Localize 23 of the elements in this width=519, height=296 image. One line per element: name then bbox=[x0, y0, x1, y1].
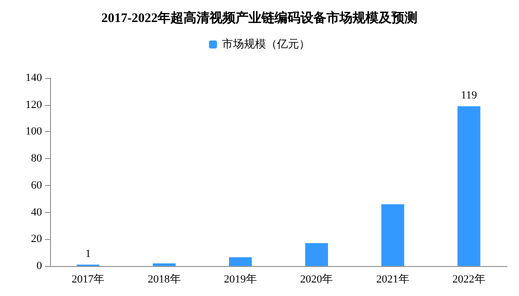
y-tick-label: 120 bbox=[26, 98, 42, 111]
bar bbox=[457, 106, 480, 266]
bar bbox=[381, 204, 404, 266]
data-label: 1 bbox=[85, 248, 91, 260]
x-tick-label: 2019年 bbox=[224, 274, 257, 286]
chart-title: 2017-2022年超高清视频产业链编码设备市场规模及预测 bbox=[101, 10, 418, 25]
bar bbox=[152, 263, 176, 266]
y-tick-label: 0 bbox=[36, 260, 42, 272]
bar bbox=[305, 243, 328, 266]
y-tick-label: 40 bbox=[31, 206, 42, 218]
x-tick-label: 2021年 bbox=[376, 274, 410, 286]
y-tick-label: 20 bbox=[31, 233, 42, 246]
data-label: 119 bbox=[460, 90, 478, 102]
legend-label: 市场规模（亿元） bbox=[222, 38, 310, 50]
y-tick-label: 80 bbox=[31, 152, 42, 165]
x-tick-label: 2018年 bbox=[148, 274, 181, 286]
x-tick-label: 2020年 bbox=[300, 274, 334, 286]
y-tick-label: 60 bbox=[31, 179, 42, 192]
y-tick-label: 100 bbox=[26, 126, 42, 138]
y-tick-label: 140 bbox=[26, 72, 42, 84]
x-tick-label: 2017年 bbox=[72, 274, 105, 286]
bar bbox=[228, 257, 252, 266]
x-tick-label: 2022年 bbox=[452, 274, 486, 286]
